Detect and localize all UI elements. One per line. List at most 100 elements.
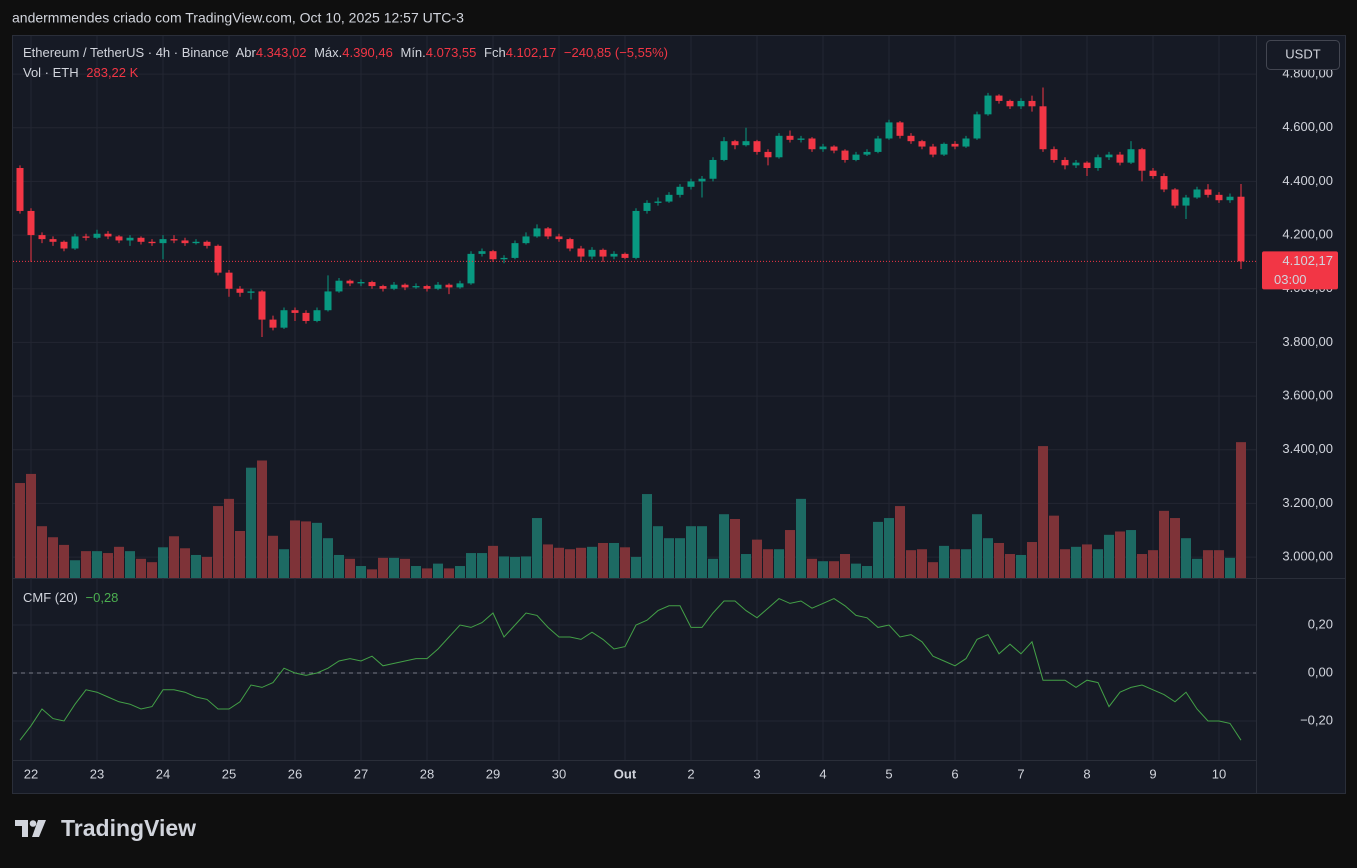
candle-body [357, 282, 365, 284]
footer-brand: TradingView [61, 815, 196, 841]
volume-bar [609, 542, 619, 578]
volume-bar [906, 550, 916, 578]
volume-bar [1192, 558, 1202, 578]
candle-body [907, 135, 915, 142]
volume-bar [367, 569, 377, 578]
volume-bar [862, 566, 872, 578]
volume-bar [785, 530, 795, 578]
candle-body [280, 310, 288, 328]
volume-bar [983, 538, 993, 578]
volume-bar [1038, 446, 1048, 578]
volume-bar [1236, 442, 1246, 578]
volume-bar [290, 520, 300, 578]
candle-body [126, 237, 134, 241]
volume-bar [1159, 510, 1169, 578]
volume-bar [114, 546, 124, 578]
volume-bar [477, 553, 487, 578]
candle-body [841, 150, 849, 160]
candle-body [1116, 154, 1124, 163]
candle-body [500, 257, 508, 260]
last-price-box [1262, 251, 1338, 290]
candle-body [1193, 189, 1201, 198]
volume-bar [1049, 515, 1059, 578]
logo-mark [32, 820, 46, 837]
volume-bar [378, 557, 388, 578]
y-tick-label: 0,20 [1308, 616, 1333, 631]
volume-bar [675, 538, 685, 578]
volume-bar [510, 556, 520, 578]
volume-bar [103, 553, 113, 578]
symbol-title: Ethereum / TetherUS · 4h · Binance [23, 45, 229, 60]
candle-body [808, 138, 816, 150]
volume-bar [972, 514, 982, 578]
x-tick-label: 7 [1017, 766, 1024, 781]
candle-body [456, 283, 464, 288]
candle-body [412, 286, 420, 288]
volume-bar [92, 551, 102, 578]
legend-high-value: 4.390,46 [342, 45, 393, 60]
y-tick-label: 4.600,00 [1282, 119, 1333, 134]
cmf-legend: CMF (20) −0,28 [23, 590, 118, 605]
volume-bar [191, 554, 201, 578]
chart-frame [12, 35, 1346, 794]
volume-bar [136, 558, 146, 578]
volume-value: 283,22 K [86, 65, 138, 80]
candle-body [181, 240, 189, 244]
candle-body [940, 143, 948, 155]
volume-bar [620, 547, 630, 578]
candle-body [643, 202, 651, 211]
volume-bar [829, 561, 839, 578]
x-tick-label: 9 [1149, 766, 1156, 781]
volume-bar [642, 494, 652, 578]
volume-bar [752, 539, 762, 578]
volume-bar [488, 545, 498, 578]
countdown-label: 03:00 [1274, 272, 1307, 287]
volume-bar [939, 545, 949, 578]
candle-body [82, 236, 90, 238]
volume-bar [301, 521, 311, 578]
volume-bar [631, 556, 641, 578]
candle-body [1215, 194, 1223, 201]
candle-body [467, 253, 475, 284]
candle-body [148, 241, 156, 244]
volume-bar [928, 562, 938, 578]
volume-bar [576, 547, 586, 578]
candle-body [390, 284, 398, 289]
candle-body [192, 241, 200, 244]
x-tick-label: 22 [24, 766, 38, 781]
candle-body [951, 143, 959, 147]
volume-bar [1005, 554, 1015, 578]
candle-body [1050, 149, 1058, 160]
x-tick-label: 30 [552, 766, 566, 781]
volume-bar [895, 506, 905, 578]
candle-body [368, 282, 376, 287]
volume-bar [1016, 554, 1026, 578]
candle-body [335, 280, 343, 292]
volume-bar [884, 518, 894, 578]
volume-bar [1071, 546, 1081, 578]
candle-body [379, 286, 387, 289]
volume-bar [1093, 549, 1103, 578]
volume-legend: Vol · ETH 283,22 K [23, 65, 139, 80]
volume-bar [807, 558, 817, 578]
x-tick-label: 23 [90, 766, 104, 781]
candle-body [489, 251, 497, 260]
candle-body [720, 141, 728, 160]
x-tick-label: Out [614, 766, 637, 781]
volume-bar [532, 518, 542, 578]
candle-body [830, 146, 838, 151]
legend-close-value: 4.102,17 [506, 45, 557, 60]
currency-label[interactable]: USDT [1285, 46, 1320, 61]
y-tick-label: 3.400,00 [1282, 441, 1333, 456]
candle-body [1160, 176, 1168, 190]
y-tick-label: 4.200,00 [1282, 227, 1333, 242]
candle-body [1171, 189, 1179, 206]
candle-body [665, 194, 673, 202]
cmf-title: CMF (20) [23, 590, 78, 605]
volume-bar [180, 548, 190, 578]
volume-bar [686, 526, 696, 578]
axis-layer: 3.000,00 3.200,00 3.400,00 3.600,00 3.800,00… [24, 66, 1338, 781]
volume-bar [59, 544, 69, 578]
currency-button[interactable] [1266, 40, 1340, 70]
candle-body [797, 138, 805, 140]
